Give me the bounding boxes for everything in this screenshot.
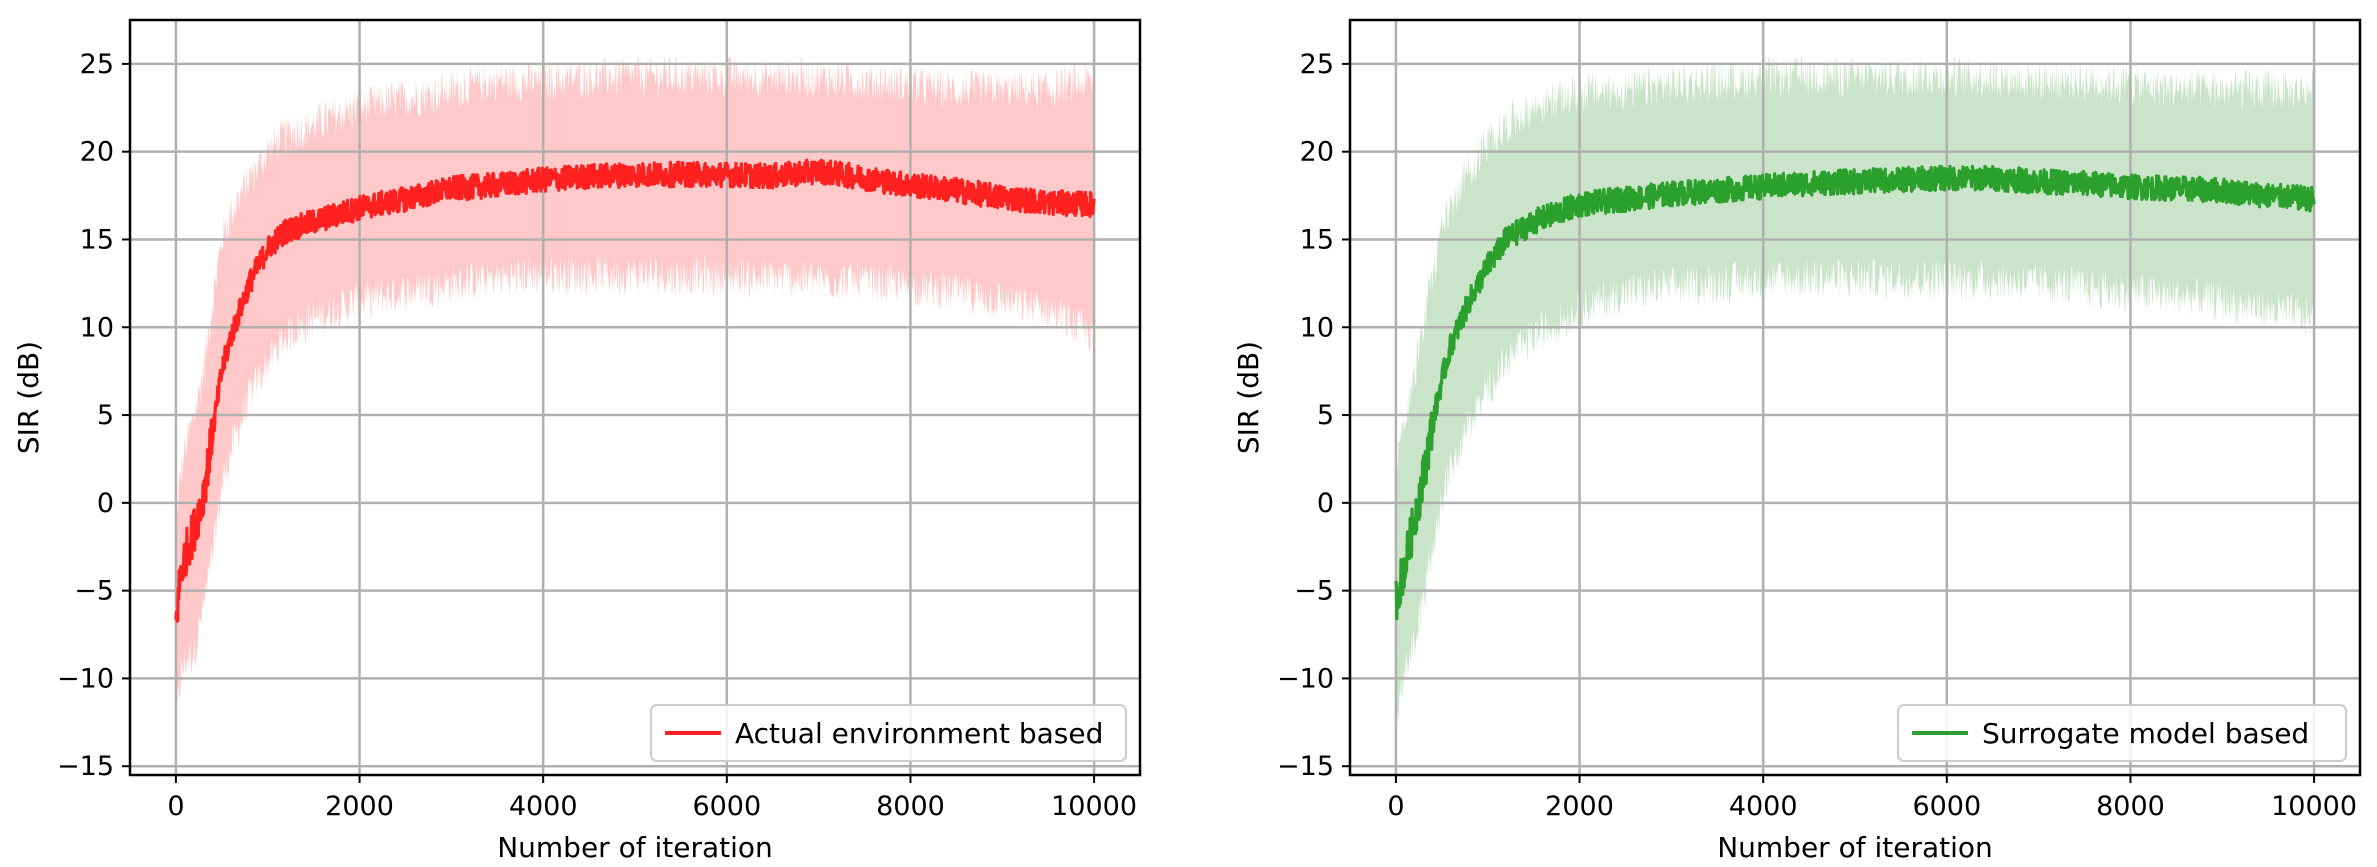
y-tick-label: 5: [97, 400, 114, 431]
x-tick-label: 0: [167, 791, 184, 822]
chart-panel-2: 0 2000 4000 6000 8000 10000 −15 −10 −5 0 5 10 15 20 25…: [1232, 18, 2362, 864]
legend-label: Actual environment based: [735, 717, 1103, 750]
y-tick-label: −15: [1277, 751, 1334, 782]
x-tick-label: 8000: [2096, 791, 2165, 822]
x-axis-label: Number of iteration: [1717, 831, 1993, 864]
y-tick-label: 15: [80, 224, 114, 255]
y-tick-label: −5: [74, 576, 114, 607]
y-axis-label: SIR (dB): [1232, 341, 1265, 454]
y-tick-label: −15: [57, 751, 114, 782]
x-tick-label: 10000: [1051, 791, 1137, 822]
axes-frame: [1348, 18, 2362, 777]
y-tick-label: 20: [80, 137, 114, 168]
y-tick-label: 10: [1300, 312, 1334, 343]
x-axis-label: Number of iteration: [497, 831, 773, 864]
chart-panel-1: 0 2000 4000 6000 8000 10000 −15 −10 −5 0 5 10 15 20 25…: [12, 18, 1142, 864]
legend-box: [650, 704, 1127, 762]
x-tick-label: 8000: [876, 791, 945, 822]
y-tick-label: 20: [1300, 137, 1334, 168]
confidence-band: [175, 55, 1095, 731]
y-tick-label: −5: [1294, 576, 1334, 607]
x-tick-label: 2000: [325, 791, 394, 822]
mean-line: [174, 158, 1096, 623]
mean-line: [1394, 164, 2316, 621]
y-tick-label: 10: [80, 312, 114, 343]
x-tick-label: 4000: [1729, 791, 1798, 822]
y-tick-label: −10: [57, 663, 114, 694]
y-tick-label: 15: [1300, 224, 1334, 255]
legend-box: [1897, 704, 2347, 762]
legend: Actual environment based: [650, 704, 1127, 762]
x-tick-label: 2000: [1545, 791, 1614, 822]
x-tick-label: 6000: [1912, 791, 1981, 822]
x-tick-label: 6000: [692, 791, 761, 822]
axes-frame: [128, 18, 1142, 777]
y-tick-label: 5: [1317, 400, 1334, 431]
y-tick-label: 0: [97, 488, 114, 519]
x-tick-label: 10000: [2271, 791, 2357, 822]
y-axis-label: SIR (dB): [12, 341, 45, 454]
y-tick-label: 25: [1300, 49, 1334, 80]
legend: Surrogate model based: [1897, 704, 2347, 762]
y-tick-label: 25: [80, 49, 114, 80]
x-tick-label: 0: [1387, 791, 1404, 822]
y-tick-label: −10: [1277, 663, 1334, 694]
x-tick-label: 4000: [509, 791, 578, 822]
y-tick-label: 0: [1317, 488, 1334, 519]
confidence-band: [1395, 55, 2315, 730]
legend-label: Surrogate model based: [1982, 717, 2309, 750]
